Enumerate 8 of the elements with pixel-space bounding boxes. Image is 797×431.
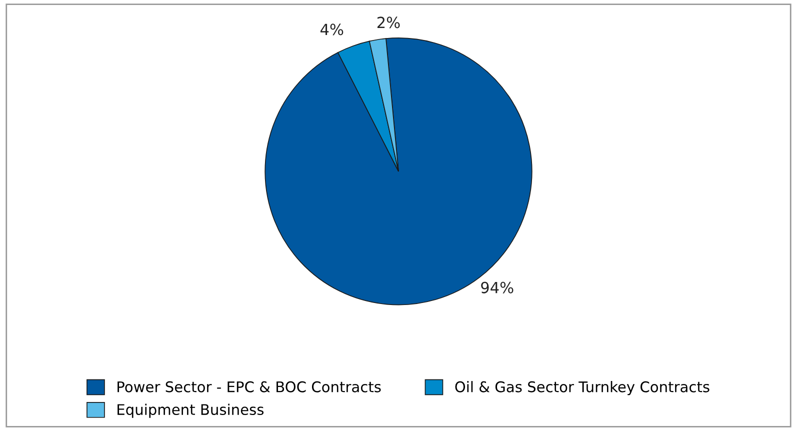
legend-label: Equipment Business bbox=[118, 404, 264, 418]
pie-slice bbox=[264, 38, 532, 306]
data-label: 94% bbox=[481, 282, 514, 294]
pie-slice bbox=[338, 40, 399, 172]
legend-label: Oil & Gas Sector Turnkey Contracts bbox=[455, 381, 710, 396]
legend-label: Power Sector - EPC & BOC Contracts bbox=[118, 381, 381, 392]
data-label: 2% bbox=[377, 16, 400, 28]
data-label: 4% bbox=[320, 24, 344, 36]
